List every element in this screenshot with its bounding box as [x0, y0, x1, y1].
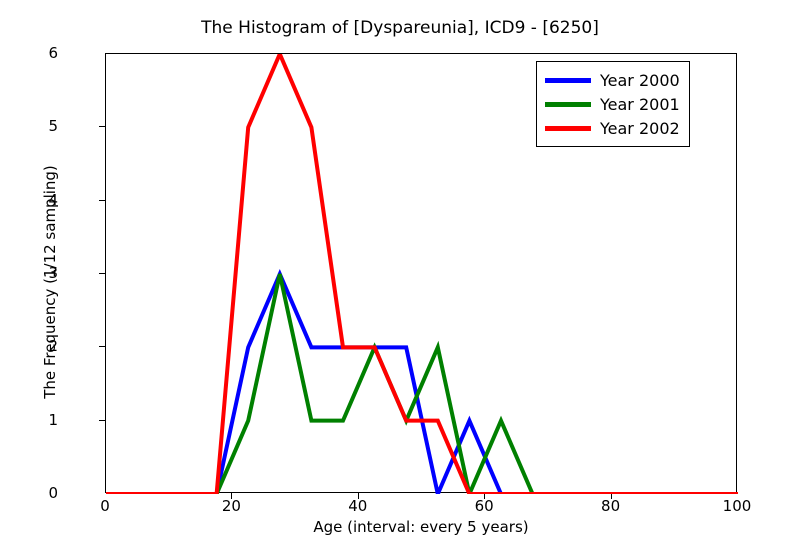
y-tick-label: 4: [48, 190, 58, 209]
x-tick-mark: [484, 493, 486, 499]
x-tick-label: 40: [348, 497, 368, 515]
y-tick-label: 6: [48, 44, 58, 62]
y-tick-label: 0: [48, 484, 58, 502]
y-tick-label: 1: [48, 410, 58, 429]
x-tick-mark: [357, 493, 359, 499]
y-tick-label: 5: [48, 117, 58, 136]
series-line: [106, 273, 738, 494]
y-tick-label: 2: [48, 337, 58, 356]
x-tick-label: 20: [221, 497, 241, 515]
x-tick-label: 0: [100, 497, 110, 515]
x-tick-label: 60: [474, 497, 494, 515]
y-tick-mark: [99, 273, 105, 274]
y-tick-mark: [99, 346, 105, 348]
legend: Year 2000 Year 2001 Year 2002: [536, 61, 690, 147]
y-axis-label: The Frequency (1/12 sampling): [41, 165, 59, 399]
x-tick-label: 100: [722, 497, 752, 515]
series-line: [106, 54, 738, 494]
legend-color-swatch: [545, 77, 591, 83]
legend-label: Year 2000: [600, 70, 680, 90]
legend-label: Year 2001: [600, 94, 680, 114]
y-tick-mark: [99, 126, 105, 128]
series-lines: [106, 54, 738, 494]
x-tick-label: 80: [601, 497, 621, 515]
legend-color-swatch: [545, 101, 591, 107]
legend-item[interactable]: Year 2001: [545, 92, 680, 116]
y-tick-mark: [99, 419, 105, 421]
chart-title: The Histogram of [Dyspareunia], ICD9 - […: [201, 18, 599, 38]
x-tick-mark: [610, 493, 612, 499]
legend-item[interactable]: Year 2000: [545, 68, 680, 92]
y-tick-mark: [99, 199, 105, 201]
legend-item[interactable]: Year 2002: [545, 116, 680, 140]
x-axis-label: Age (interval: every 5 years): [313, 518, 529, 536]
legend-color-swatch: [545, 125, 591, 131]
y-tick-label: 3: [48, 264, 58, 282]
x-tick-mark: [231, 493, 233, 499]
legend-label: Year 2002: [600, 118, 680, 138]
